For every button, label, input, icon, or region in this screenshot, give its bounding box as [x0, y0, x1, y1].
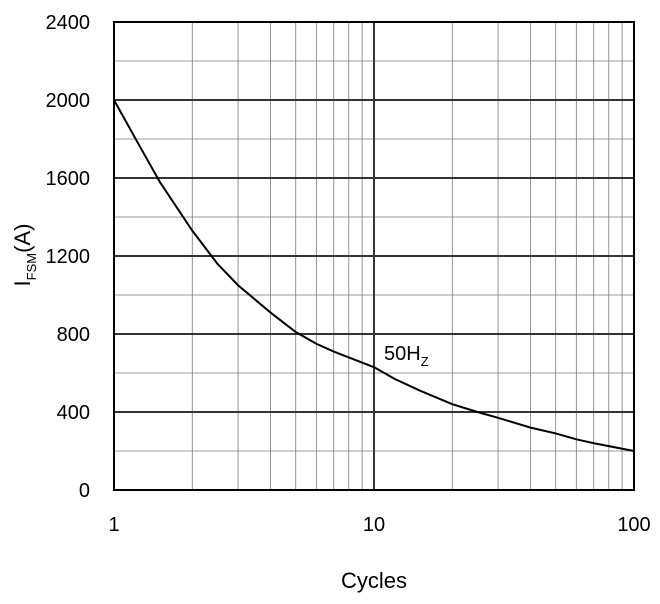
plot-frame — [113, 21, 635, 491]
x-tick-labels: 1 10 100 — [108, 514, 650, 536]
x-tick-label: 100 — [617, 514, 650, 536]
frequency-annotation: 50HZ — [384, 343, 429, 369]
y-tick-label: 400 — [57, 402, 90, 424]
y-axis-label-subscript: FSM — [24, 253, 39, 280]
annotation-main: 50H — [384, 343, 421, 365]
y-tick-label: 0 — [79, 480, 90, 502]
y-tick-labels: 0 400 800 1200 1600 2000 2400 — [46, 12, 91, 502]
series-line — [113, 99, 635, 452]
y-tick-label: 2000 — [46, 90, 91, 112]
y-tick-label: 2400 — [46, 12, 91, 34]
major-gridlines — [114, 22, 634, 490]
x-tick-label: 1 — [108, 514, 119, 536]
annotation-subscript: Z — [421, 354, 429, 369]
y-tick-label: 800 — [57, 324, 90, 346]
y-axis-label-main: I — [10, 280, 35, 286]
y-axis-label: IFSM(A) — [10, 224, 39, 287]
y-tick-label: 1200 — [46, 246, 91, 268]
x-axis-label: Cycles — [341, 568, 407, 593]
x-tick-label: 10 — [363, 514, 385, 536]
y-axis-label-tail: (A) — [10, 224, 35, 253]
y-tick-label: 1600 — [46, 168, 91, 190]
